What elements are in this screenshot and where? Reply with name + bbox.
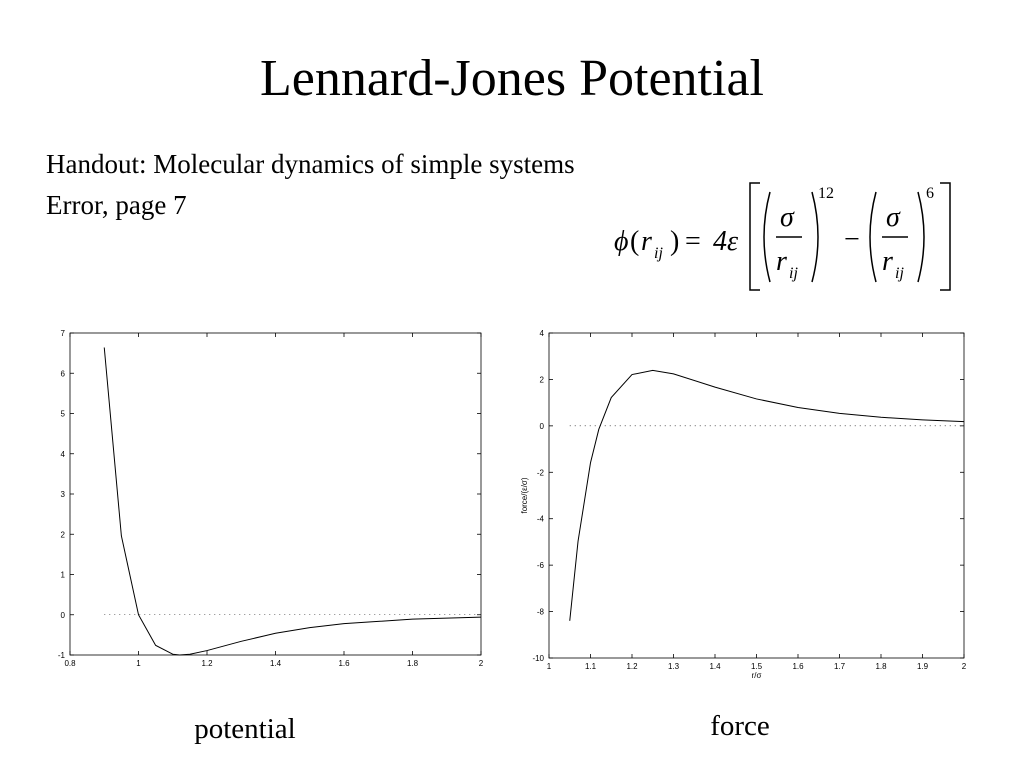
data-line xyxy=(103,347,482,656)
formula-text: 12 xyxy=(818,185,834,202)
y-tick-label: 2 xyxy=(61,530,66,539)
caption: force xyxy=(710,710,770,742)
y-tick-label: -8 xyxy=(537,608,545,617)
x-tick-label: 1.9 xyxy=(917,662,929,671)
y-tick-label: 3 xyxy=(61,490,66,499)
formula-text: − xyxy=(844,224,860,255)
y-tick-label: 0 xyxy=(61,611,66,620)
y-tick-label: -6 xyxy=(537,561,545,570)
chart: 1 1.1 1.2 1.3 1.4 1.5 1.6 1.7 1.8 1.9 2 -10 -8 -6 -4 -2… xyxy=(520,329,967,680)
y-tick-label: 1 xyxy=(61,571,66,580)
slide-title: Lennard-Jones Potential xyxy=(260,50,764,107)
x-tick-label: 1.7 xyxy=(834,662,846,671)
formula-text: ij xyxy=(654,245,663,262)
x-tick-label: 1.2 xyxy=(626,662,638,671)
x-tick-label: 1 xyxy=(136,659,141,668)
x-tick-label: 2 xyxy=(962,662,967,671)
x-tick-label: 1.2 xyxy=(201,659,213,668)
y-tick-label: 0 xyxy=(540,422,545,431)
formula-text: 4ε xyxy=(713,226,738,257)
plot-frame xyxy=(548,332,965,659)
x-tick-label: 1 xyxy=(547,662,552,671)
data-line xyxy=(569,369,965,621)
formula-text: r xyxy=(641,226,652,257)
handout-line: Handout: Molecular dynamics of simple sy… xyxy=(46,149,575,179)
formula-text: ) xyxy=(670,226,679,257)
formula-text: σ xyxy=(886,202,901,233)
y-tick-label: 7 xyxy=(61,329,66,338)
formula: ϕ ( r ij ) = 4ε σ r ij 12 − σ r ij 6 xyxy=(614,182,951,291)
x-tick-label: 1.3 xyxy=(668,662,680,671)
y-tick-label: 5 xyxy=(61,410,66,419)
handout-line: Error, page 7 xyxy=(46,190,187,220)
formula-text: ϕ xyxy=(614,226,629,257)
formula-text: = xyxy=(685,226,701,257)
formula-text: r xyxy=(882,246,893,277)
y-tick-label: -2 xyxy=(537,468,545,477)
y-tick-label: -10 xyxy=(532,654,544,663)
y-tick-label: 6 xyxy=(61,369,66,378)
x-tick-label: 1.1 xyxy=(585,662,597,671)
x-tick-label: 1.8 xyxy=(407,659,419,668)
x-tick-label: 0.8 xyxy=(64,659,76,668)
formula-text: r xyxy=(776,246,787,277)
y-axis-label: force/(ε/σ) xyxy=(520,477,529,513)
formula-text: ij xyxy=(789,265,798,282)
formula-text: ij xyxy=(895,265,904,282)
x-tick-label: 2 xyxy=(479,659,484,668)
formula-text: 6 xyxy=(926,185,934,202)
chart: 0.8 1 1.2 1.4 1.6 1.8 2 -1 0 1 2 3 4 5 6 7 xyxy=(58,329,484,668)
y-tick-label: 4 xyxy=(540,329,545,338)
bracket xyxy=(749,182,951,291)
paren xyxy=(763,191,925,283)
caption: potential xyxy=(194,713,295,745)
y-tick-label: 4 xyxy=(61,450,66,459)
x-tick-label: 1.6 xyxy=(792,662,804,671)
x-tick-label: 1.5 xyxy=(751,662,763,671)
x-tick-label: 1.6 xyxy=(338,659,350,668)
y-tick-label: -4 xyxy=(537,515,545,524)
y-tick-label: -1 xyxy=(58,651,66,660)
formula-text: ( xyxy=(630,226,639,257)
plot-frame xyxy=(69,332,482,656)
x-tick-label: 1.8 xyxy=(875,662,887,671)
x-axis-label: r/σ xyxy=(752,671,762,680)
formula-text: σ xyxy=(780,202,795,233)
x-tick-label: 1.4 xyxy=(709,662,721,671)
x-tick-label: 1.4 xyxy=(270,659,282,668)
y-tick-label: 2 xyxy=(540,375,545,384)
